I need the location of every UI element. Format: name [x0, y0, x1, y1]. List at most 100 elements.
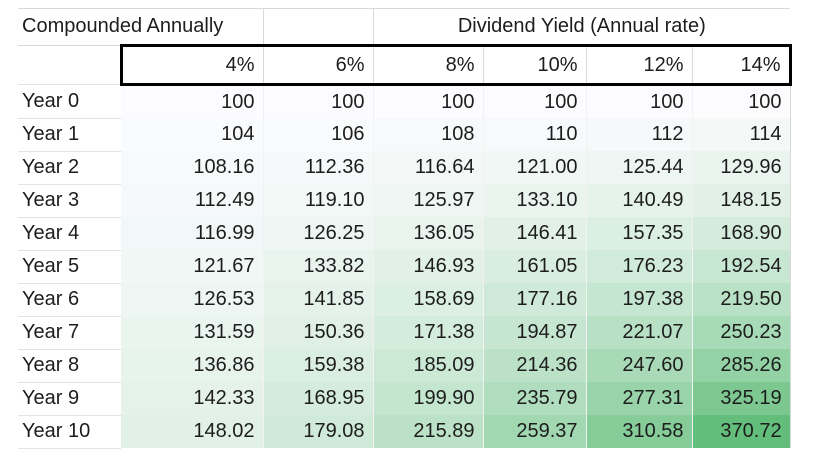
data-cell[interactable]: 148.15: [692, 184, 791, 217]
data-cell[interactable]: 194.87: [483, 316, 587, 349]
column-header-6pct[interactable]: 6%: [263, 44, 374, 86]
data-cell[interactable]: 235.79: [483, 382, 587, 415]
data-cell[interactable]: 146.93: [373, 250, 484, 283]
data-cell[interactable]: 161.05: [483, 250, 587, 283]
data-cell[interactable]: 116.99: [121, 217, 264, 250]
data-cell[interactable]: 129.96: [692, 151, 791, 184]
table-row: Year 10 148.02 179.08 215.89 259.37 310.58 370…: [18, 415, 791, 449]
data-cell[interactable]: 126.25: [263, 217, 374, 250]
data-cell[interactable]: 112: [586, 118, 693, 151]
data-cell[interactable]: 177.16: [483, 283, 587, 316]
data-cell[interactable]: 192.54: [692, 250, 791, 283]
data-cell[interactable]: 199.90: [373, 382, 484, 415]
spreadsheet-table: Compounded Annually Dividend Yield (Annu…: [18, 8, 792, 449]
data-cell[interactable]: 125.97: [373, 184, 484, 217]
data-cell[interactable]: 136.05: [373, 217, 484, 250]
data-cell[interactable]: 247.60: [586, 349, 693, 382]
table-row: Year 9 142.33 168.95 199.90 235.79 277.31 325.…: [18, 382, 791, 416]
data-cell[interactable]: 100: [121, 84, 264, 118]
column-header-12pct[interactable]: 12%: [586, 44, 693, 86]
data-cell[interactable]: 157.35: [586, 217, 693, 250]
percent-header-row: 4% 6% 8% 10% 12% 14%: [18, 44, 792, 86]
table-row: Year 3 112.49 119.10 125.97 133.10 140.49 148.…: [18, 184, 791, 218]
data-cell[interactable]: 121.67: [121, 250, 264, 283]
data-cell[interactable]: 100: [586, 84, 693, 118]
data-cell[interactable]: 158.69: [373, 283, 484, 316]
data-cell[interactable]: 126.53: [121, 283, 264, 316]
data-cell[interactable]: 171.38: [373, 316, 484, 349]
data-cell[interactable]: 114: [692, 118, 791, 151]
row-label[interactable]: Year 0: [18, 84, 121, 119]
data-cell[interactable]: 176.23: [586, 250, 693, 283]
table-row: Year 6 126.53 141.85 158.69 177.16 197.38 219.…: [18, 283, 791, 317]
column-header-10pct[interactable]: 10%: [483, 44, 587, 86]
row-label[interactable]: Year 2: [18, 151, 121, 185]
data-cell[interactable]: 141.85: [263, 283, 374, 316]
data-cell[interactable]: 219.50: [692, 283, 791, 316]
row-label[interactable]: Year 3: [18, 184, 121, 218]
corner-cell[interactable]: [18, 45, 121, 85]
data-cell[interactable]: 221.07: [586, 316, 693, 349]
data-cell[interactable]: 185.09: [373, 349, 484, 382]
data-cell[interactable]: 106: [263, 118, 374, 151]
data-cell[interactable]: 259.37: [483, 415, 587, 448]
row-label[interactable]: Year 8: [18, 349, 121, 383]
row-label[interactable]: Year 5: [18, 250, 121, 284]
data-cell[interactable]: 168.95: [263, 382, 374, 415]
data-cell[interactable]: 121.00: [483, 151, 587, 184]
column-header-4pct[interactable]: 4%: [119, 44, 264, 86]
data-cell[interactable]: 133.82: [263, 250, 374, 283]
data-cell[interactable]: 104: [121, 118, 264, 151]
data-cell[interactable]: 146.41: [483, 217, 587, 250]
data-cell[interactable]: 112.36: [263, 151, 374, 184]
row-label[interactable]: Year 6: [18, 283, 121, 317]
data-cell[interactable]: 110: [483, 118, 587, 151]
data-cell[interactable]: 100: [483, 84, 587, 118]
data-cell[interactable]: 100: [692, 84, 791, 118]
data-cell[interactable]: 250.23: [692, 316, 791, 349]
table-row: Year 5 121.67 133.82 146.93 161.05 176.23 192.…: [18, 250, 791, 284]
row-label[interactable]: Year 1: [18, 118, 121, 152]
data-cell[interactable]: 285.26: [692, 349, 791, 382]
title-row: Compounded Annually Dividend Yield (Annu…: [18, 8, 791, 46]
data-cell[interactable]: 310.58: [586, 415, 693, 448]
data-cell[interactable]: 133.10: [483, 184, 587, 217]
column-header-8pct[interactable]: 8%: [373, 44, 484, 86]
data-cell[interactable]: 214.36: [483, 349, 587, 382]
table-row: Year 2 108.16 112.36 116.64 121.00 125.44 129.…: [18, 151, 791, 185]
data-cell[interactable]: 131.59: [121, 316, 264, 349]
data-cell[interactable]: 179.08: [263, 415, 374, 448]
data-cell[interactable]: 140.49: [586, 184, 693, 217]
table-row: Year 8 136.86 159.38 185.09 214.36 247.60 285.…: [18, 349, 791, 383]
data-cell[interactable]: 325.19: [692, 382, 791, 415]
data-cell[interactable]: 100: [373, 84, 484, 118]
data-cell[interactable]: 108.16: [121, 151, 264, 184]
data-cell[interactable]: 119.10: [263, 184, 374, 217]
data-cell[interactable]: 168.90: [692, 217, 791, 250]
data-cell[interactable]: 116.64: [373, 151, 484, 184]
data-cell[interactable]: 159.38: [263, 349, 374, 382]
data-cell[interactable]: 108: [373, 118, 484, 151]
table-row: Year 1 104 106 108 110 112 114: [18, 118, 791, 152]
table-row: Year 4 116.99 126.25 136.05 146.41 157.35 168.…: [18, 217, 791, 251]
table-body: Year 0 100 100 100 100 100 100 Year 1 104 106 108 1…: [18, 84, 791, 449]
data-cell[interactable]: 112.49: [121, 184, 264, 217]
data-cell[interactable]: 136.86: [121, 349, 264, 382]
data-cell[interactable]: 148.02: [121, 415, 264, 448]
row-label[interactable]: Year 7: [18, 316, 121, 350]
data-cell[interactable]: 215.89: [373, 415, 484, 448]
empty-header-cell[interactable]: [263, 8, 374, 46]
data-cell[interactable]: 370.72: [692, 415, 791, 448]
data-cell[interactable]: 150.36: [263, 316, 374, 349]
data-cell[interactable]: 100: [263, 84, 374, 118]
data-cell[interactable]: 277.31: [586, 382, 693, 415]
row-label[interactable]: Year 9: [18, 382, 121, 416]
row-label[interactable]: Year 10: [18, 415, 121, 449]
row-label[interactable]: Year 4: [18, 217, 121, 251]
data-cell[interactable]: 197.38: [586, 283, 693, 316]
title-compounded-annually[interactable]: Compounded Annually: [18, 8, 264, 46]
title-dividend-yield[interactable]: Dividend Yield (Annual rate): [373, 8, 791, 46]
data-cell[interactable]: 142.33: [121, 382, 264, 415]
data-cell[interactable]: 125.44: [586, 151, 693, 184]
column-header-14pct[interactable]: 14%: [692, 44, 792, 86]
